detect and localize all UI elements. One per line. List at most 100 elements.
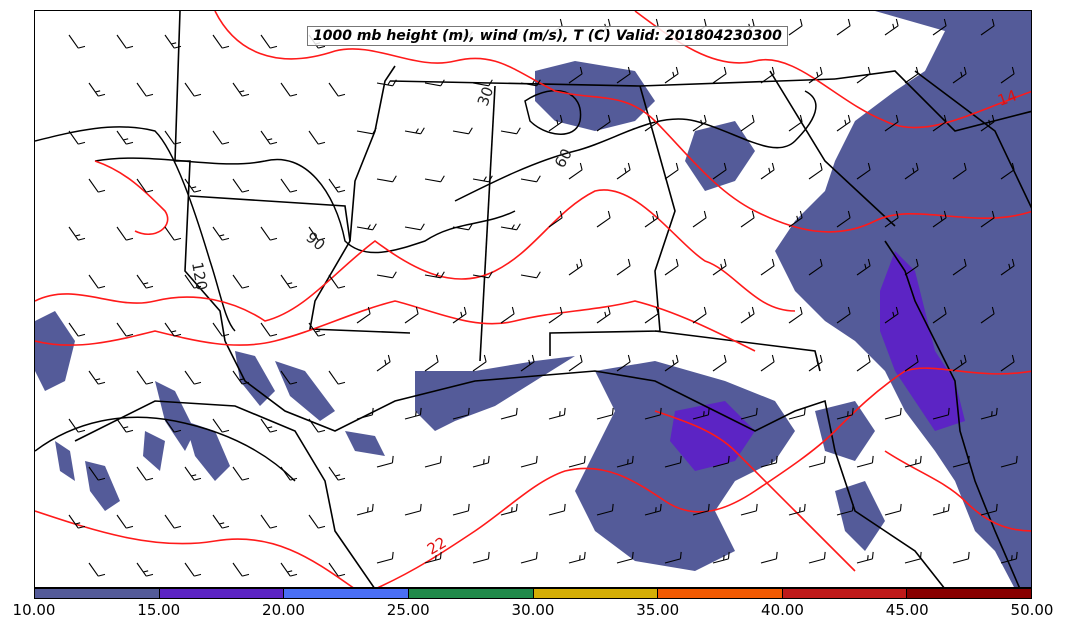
wind-barb <box>692 306 707 324</box>
boundary-ga-sc <box>769 70 896 227</box>
wind-barb <box>1000 258 1015 276</box>
wind-barb <box>356 127 377 135</box>
weather-map: 30 60 90 120 14 22 <box>35 11 1031 587</box>
colorbar-segment-8 <box>907 589 1031 598</box>
precip-streak-1 <box>155 381 195 451</box>
wind-barb <box>520 175 541 183</box>
wind-barb <box>644 407 662 420</box>
wind-barb <box>136 274 154 289</box>
colorbar-label: 15.00 <box>137 601 181 619</box>
wind-barb <box>712 66 727 84</box>
wind-barb <box>692 407 710 420</box>
wind-barb <box>376 354 391 372</box>
temp-label-14: 14 <box>995 86 1019 109</box>
wind-barb <box>808 258 823 276</box>
wind-barb <box>836 210 851 228</box>
precip-region-ga <box>815 401 875 461</box>
wind-barb <box>308 322 326 337</box>
wind-barb <box>884 407 902 420</box>
wind-barb <box>500 127 521 135</box>
wind-barb <box>760 551 778 564</box>
boundary-ms <box>349 65 396 242</box>
wind-barb <box>260 418 278 433</box>
wind-barb <box>884 18 899 36</box>
wind-barb <box>568 455 586 468</box>
wind-barb <box>260 226 278 241</box>
wind-barb <box>376 271 397 279</box>
temp-contour-22 <box>377 367 1031 587</box>
wind-barb <box>116 514 134 529</box>
wind-barb <box>1000 66 1015 84</box>
wind-barb <box>932 114 947 132</box>
height-label-90: 90 <box>302 228 328 254</box>
wind-barb <box>616 66 631 84</box>
colorbar-label: 40.00 <box>761 601 804 619</box>
wind-barb <box>856 258 871 276</box>
wind-barb <box>424 354 439 372</box>
wind-barb <box>280 82 298 97</box>
wind-barb <box>68 34 86 49</box>
wind-barb <box>836 114 851 132</box>
height-label-120: 120 <box>188 261 211 292</box>
wind-barb <box>884 210 899 228</box>
wind-barb <box>520 79 541 87</box>
wind-barb <box>68 226 86 241</box>
temp-label-22: 22 <box>424 533 450 558</box>
wind-barb <box>664 66 679 84</box>
wind-barb <box>260 130 278 145</box>
wind-barb <box>568 354 583 372</box>
temperature-contours <box>35 11 1031 587</box>
wind-barb <box>616 455 634 468</box>
colorbar-segment-5 <box>533 589 659 598</box>
wind-barb <box>664 551 682 564</box>
height-contours <box>35 90 817 482</box>
wind-barb <box>712 354 727 372</box>
colorbar-label: 50.00 <box>1010 601 1054 619</box>
wind-barb <box>1000 551 1018 564</box>
precip-streak-7 <box>55 441 75 481</box>
wind-barb <box>1000 354 1015 372</box>
wind-barb <box>836 503 854 516</box>
wind-barb <box>212 226 230 241</box>
wind-barb <box>856 455 874 468</box>
boundary-gulf-coast <box>224 340 945 587</box>
precip-streak-6 <box>345 431 385 456</box>
wind-barb <box>136 178 154 193</box>
wind-barb <box>836 407 854 420</box>
wind-barb <box>68 130 86 145</box>
wind-barb <box>280 562 298 577</box>
wind-barb <box>788 18 803 36</box>
wind-barb <box>644 503 662 516</box>
wind-barb <box>404 223 425 231</box>
wind-barb <box>932 210 947 228</box>
wind-barb <box>836 306 851 324</box>
colorbar-label: 25.00 <box>386 601 430 619</box>
wind-barb <box>184 82 202 97</box>
precip-streak-8 <box>143 431 165 471</box>
boundary-mexico <box>74 400 375 587</box>
wind-barb <box>328 466 346 481</box>
wind-barb <box>596 210 611 228</box>
precip-region-gulf <box>575 361 795 571</box>
boundary-al-ga <box>549 85 676 356</box>
precip-region-ne <box>685 121 755 191</box>
wind-barbs <box>68 18 1018 577</box>
wind-barb <box>424 271 445 279</box>
wind-barb <box>280 370 298 385</box>
wind-barb <box>308 418 326 433</box>
wind-barb <box>136 370 154 385</box>
wind-barb <box>568 551 586 564</box>
height-contour-low <box>35 416 296 482</box>
wind-barb <box>164 34 182 49</box>
boundary-ga-fl <box>654 330 821 372</box>
wind-barb <box>596 503 614 516</box>
temp-contour-18 <box>35 189 796 322</box>
wind-barb <box>424 455 442 468</box>
wind-barb <box>952 551 970 564</box>
wind-barb <box>520 455 538 468</box>
wind-barb <box>232 178 250 193</box>
wind-barb <box>232 274 250 289</box>
wind-barb <box>500 503 518 516</box>
wind-barb <box>472 79 493 87</box>
wind-barb <box>760 66 775 84</box>
